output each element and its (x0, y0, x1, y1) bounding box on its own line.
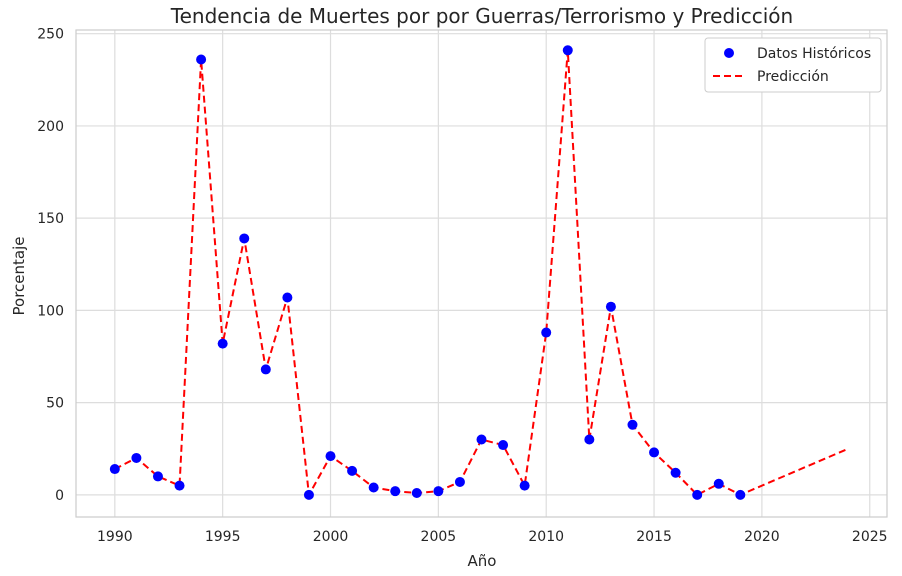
x-tick-label: 1990 (97, 529, 133, 545)
x-tick-label: 2015 (636, 529, 672, 545)
historical-data-point (196, 54, 207, 65)
y-tick-label: 150 (37, 211, 64, 227)
historical-data-point (303, 489, 314, 500)
chart-title: Tendencia de Muertes por por Guerras/Ter… (170, 4, 793, 28)
y-tick-label: 0 (55, 488, 64, 504)
historical-data-point (390, 486, 401, 497)
historical-data-point (217, 338, 228, 349)
x-tick-label: 2000 (313, 529, 349, 545)
historical-data-point (605, 301, 616, 312)
x-tick-label: 1995 (205, 529, 241, 545)
historical-data-point (562, 45, 573, 56)
legend-label-datos-historicos: Datos Históricos (757, 46, 871, 62)
historical-data-point (131, 452, 142, 463)
historical-data-point (109, 464, 120, 475)
x-tick-label: 2005 (421, 529, 457, 545)
historical-data-point (541, 327, 552, 338)
historical-data-point (670, 467, 681, 478)
historical-data-point (260, 364, 271, 375)
historical-data-point (239, 233, 250, 244)
legend-marker-datos-historicos (724, 48, 734, 58)
x-tick-labels: 1990 1995 2000 2005 2010 2015 2020 2025 (97, 529, 888, 545)
historical-data-point (476, 434, 487, 445)
legend: Datos Históricos Predicción (704, 37, 882, 93)
historical-data-point (649, 447, 660, 458)
y-tick-label: 100 (37, 303, 64, 319)
historical-data-point (519, 480, 530, 491)
historical-data-point (454, 476, 465, 487)
historical-data-point (174, 480, 185, 491)
historical-data-point (692, 489, 703, 500)
y-tick-label: 200 (37, 119, 64, 135)
legend-label-prediccion: Predicción (757, 69, 829, 85)
plot-frame (75, 29, 888, 518)
historical-data-point (368, 482, 379, 493)
legend-box (704, 37, 882, 93)
historical-data-point (411, 488, 422, 499)
x-tick-label: 2025 (852, 529, 888, 545)
historical-data-point (325, 451, 336, 462)
historical-data-point (152, 471, 163, 482)
historical-data-point (584, 434, 595, 445)
x-axis-label: Año (468, 552, 497, 570)
historical-data-point (735, 489, 746, 500)
grid-layer (76, 30, 887, 517)
historical-data-point (627, 419, 638, 430)
y-tick-labels: 0 50 100 150 200 250 (37, 27, 64, 504)
y-tick-label: 250 (37, 27, 64, 43)
x-tick-label: 2010 (528, 529, 564, 545)
y-axis-label: Porcentaje (10, 237, 28, 316)
historical-data-point (498, 440, 509, 451)
series-layer (109, 45, 849, 500)
y-tick-label: 50 (46, 396, 64, 412)
historical-data-point (433, 486, 444, 497)
historical-data-point (282, 292, 293, 303)
historical-data-point (713, 478, 724, 489)
x-tick-label: 2020 (744, 529, 780, 545)
historical-data-point (347, 465, 358, 476)
